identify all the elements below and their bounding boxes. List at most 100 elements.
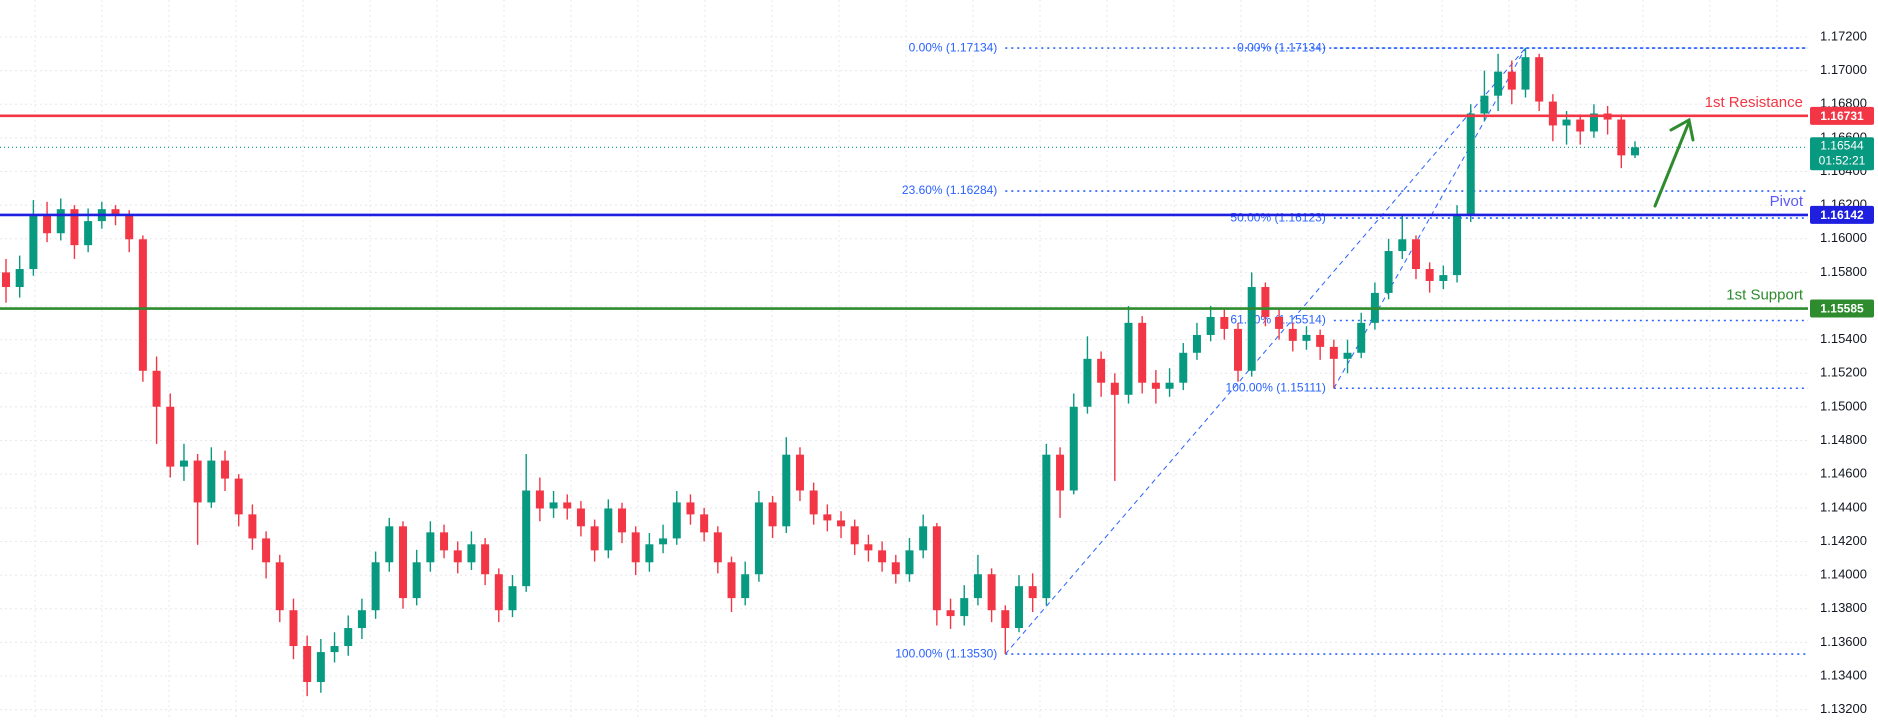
candle-body (809, 490, 818, 515)
candle-body (1316, 334, 1325, 347)
y-tick-label: 1.14600 (1820, 466, 1867, 481)
y-tick-label: 1.15800 (1820, 264, 1867, 279)
candle-body (56, 209, 65, 234)
candle-body (1220, 316, 1229, 329)
price-axis: 1.13200 1.13400 1.13600 1.13800 1.14000 1.142… (1810, 28, 1874, 716)
candle-body (371, 562, 380, 611)
candle-body (946, 610, 955, 617)
candle-body (590, 526, 599, 551)
candle-body (672, 502, 681, 539)
candle-body (563, 502, 572, 509)
candle-body (508, 586, 517, 611)
fib-label: 100.00% (1.13530) (895, 646, 997, 660)
y-tick-label: 1.17000 (1820, 62, 1867, 77)
candle-body (1425, 269, 1434, 281)
candle-body (453, 550, 462, 563)
fib-trend (1333, 47, 1526, 389)
arrow-shaft (1653, 120, 1691, 208)
candle-body (1535, 57, 1544, 102)
candle-body (1384, 251, 1393, 293)
candle-body (303, 646, 312, 683)
candle-body (166, 406, 175, 467)
candle-body (193, 460, 202, 503)
candle-body (1247, 287, 1256, 371)
candle-body (987, 574, 996, 611)
candle-body (891, 562, 900, 575)
y-tick-label: 1.15400 (1820, 331, 1867, 346)
candle-body (535, 490, 544, 509)
candle-body (604, 508, 613, 551)
candle-body (659, 538, 668, 545)
candle-body (357, 610, 366, 629)
candle-body (1398, 239, 1407, 252)
y-tick-label: 1.13400 (1820, 667, 1867, 682)
candle-body (1480, 95, 1489, 114)
candles (2, 48, 1639, 697)
candle-body (576, 508, 585, 527)
candle-body (1617, 119, 1626, 156)
level-name: 1st Support (1726, 287, 1804, 304)
candle-body (1302, 334, 1311, 341)
candle-body (823, 514, 832, 521)
candle-body (1165, 382, 1174, 389)
level-name: 1st Resistance (1705, 94, 1803, 111)
level-price: 1.15585 (1820, 302, 1864, 316)
candle-body (905, 550, 914, 575)
y-tick-label: 1.13200 (1820, 701, 1867, 716)
candle-body (221, 460, 230, 479)
candle-body (15, 269, 24, 288)
candle-body (1329, 346, 1338, 359)
candle-body (1192, 334, 1201, 353)
candle-body (262, 538, 271, 563)
fib-label: 50.00% (1.16123) (1230, 210, 1325, 224)
candle-body (1042, 454, 1051, 599)
candle-body (2, 272, 10, 288)
candle-body (1069, 406, 1078, 491)
level-price: 1.16731 (1820, 109, 1864, 123)
candle-body (1631, 147, 1639, 156)
candle-body (618, 508, 627, 533)
candle-body (1001, 610, 1010, 629)
arrow-head (1669, 117, 1695, 142)
level-price-box (1810, 106, 1874, 125)
y-tick-label: 1.15200 (1820, 365, 1867, 380)
candle-body (768, 502, 777, 527)
candle-body (960, 598, 969, 617)
grid (0, 0, 1808, 718)
y-tick-label: 1.17200 (1820, 28, 1867, 43)
level-name: Pivot (1770, 193, 1804, 210)
fib-label: 0.00% (1.17134) (909, 40, 998, 54)
candle-body (1439, 275, 1448, 281)
fib-label: 23.60% (1.16284) (902, 183, 997, 197)
level-price-box (1810, 205, 1874, 224)
candle-body (631, 532, 640, 563)
candle-body (727, 562, 736, 599)
candle-body (207, 460, 216, 503)
candle-body (125, 215, 134, 240)
fib-label: 0.00% (1.17134) (1237, 40, 1326, 54)
candle-body (713, 532, 722, 563)
candle-body (1548, 101, 1557, 126)
candle-body (29, 215, 38, 270)
candle-body (138, 239, 147, 371)
candle-body (1097, 358, 1106, 383)
last-price-box (1810, 137, 1874, 171)
candle-body (1466, 113, 1475, 216)
candle-body (1261, 287, 1270, 317)
y-tick-label: 1.16000 (1820, 230, 1867, 245)
candle-body (919, 526, 928, 551)
candle-body (179, 460, 188, 467)
candle-body (837, 520, 846, 527)
levels: 1st Resistance Pivot 1st Support (0, 94, 1808, 310)
countdown: 01:52:21 (1819, 153, 1866, 167)
candle-body (878, 550, 887, 563)
level-price-box (1810, 299, 1874, 318)
candle-body (795, 454, 804, 491)
candle-body (234, 478, 243, 515)
candle-body (864, 544, 873, 551)
candle-body (1576, 119, 1585, 132)
y-tick-label: 1.14400 (1820, 499, 1867, 514)
candle-body (1110, 382, 1119, 395)
candle-body (1343, 352, 1352, 359)
